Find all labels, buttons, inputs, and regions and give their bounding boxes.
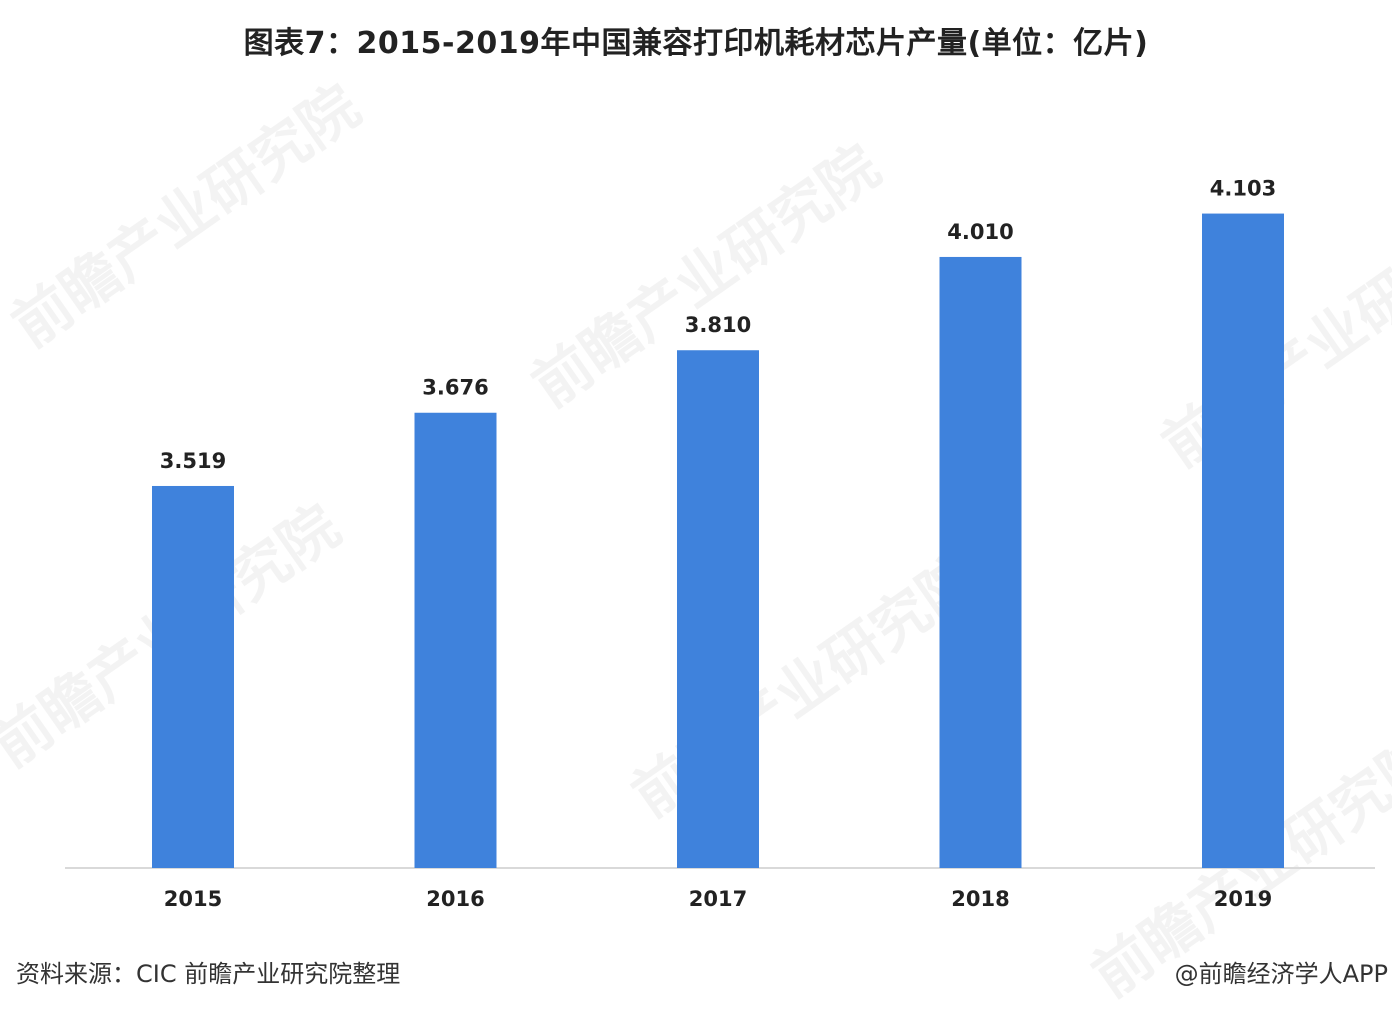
data-label-2015: 3.519 — [160, 449, 226, 473]
bar-2017 — [677, 350, 759, 868]
bar-2015 — [152, 485, 234, 868]
bars-layer — [152, 213, 1284, 869]
bar-2018 — [939, 256, 1022, 869]
bar-2016 — [414, 412, 497, 868]
x-tick-label-2018: 2018 — [951, 887, 1009, 911]
credit-text: @前瞻经济学人APP — [1174, 960, 1388, 988]
x-tick-label-2017: 2017 — [689, 887, 747, 911]
bar-2019 — [1202, 213, 1284, 869]
chart-title: 图表7：2015-2019年中国兼容打印机耗材芯片产量(单位：亿片) — [243, 26, 1149, 61]
x-tick-label-2015: 2015 — [164, 887, 222, 911]
x-tick-label-2016: 2016 — [426, 887, 484, 911]
x-tick-label-2019: 2019 — [1214, 887, 1272, 911]
labels-layer: 3.519 2015 3.676 2016 3.810 2017 4.010 2018 4.10… — [160, 177, 1276, 911]
data-label-2016: 3.676 — [422, 376, 488, 400]
bar-chart: 3.519 2015 3.676 2016 3.810 2017 4.010 2018 4.10… — [65, 177, 1375, 911]
data-label-2018: 4.010 — [947, 220, 1013, 244]
data-label-2017: 3.810 — [685, 313, 751, 337]
data-label-2019: 4.103 — [1210, 177, 1276, 201]
source-note: 资料来源：CIC 前瞻产业研究院整理 — [16, 960, 401, 988]
